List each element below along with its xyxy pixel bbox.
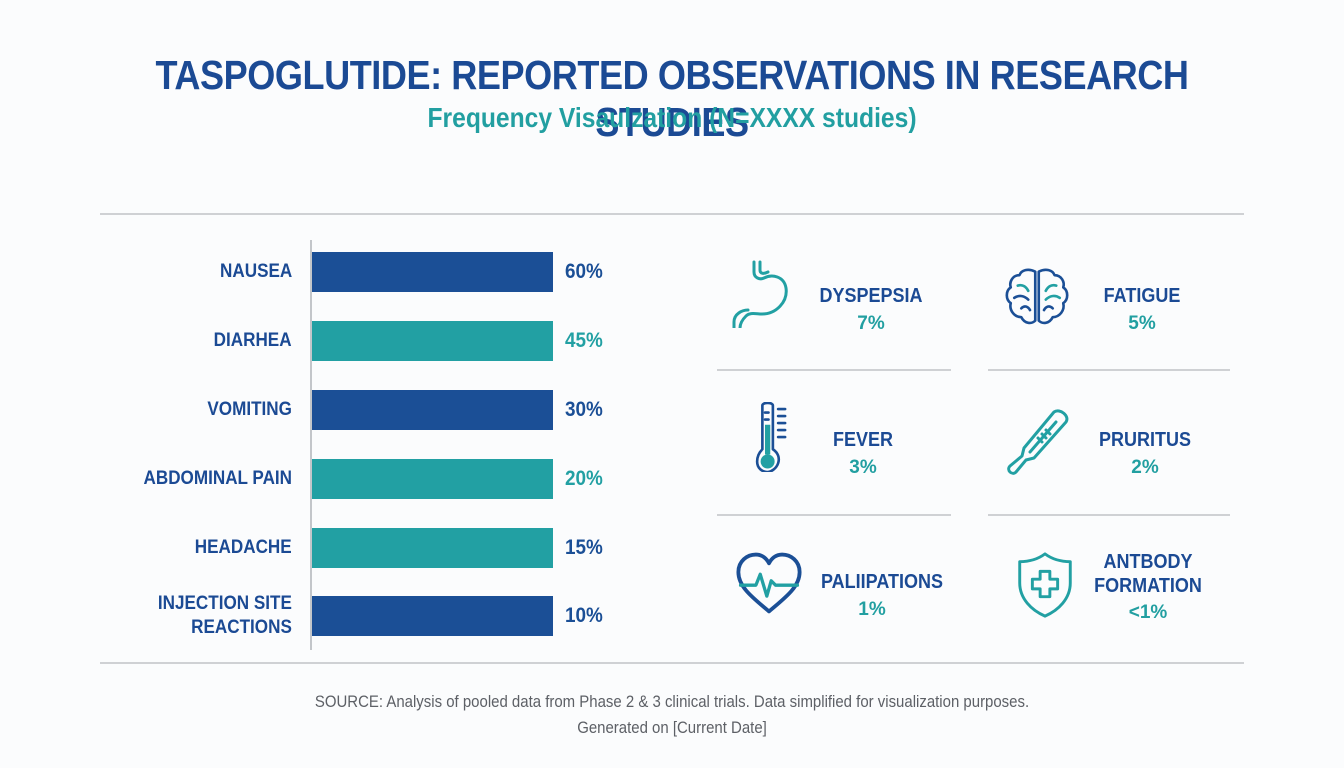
card-divider [717, 514, 951, 516]
bar-category-label-line: DIARHEA [214, 330, 292, 351]
bar-category-label-line: ABDOMINAL PAIN [143, 468, 292, 489]
bar-category-label-line: INJECTION SITE [158, 593, 292, 614]
shield-cross-icon [1018, 552, 1072, 618]
bar-category-label: VOMITING [207, 398, 292, 422]
bar-category-label: ABDOMINAL PAIN [143, 467, 292, 491]
observation-name: PALIIPATIONS [820, 571, 944, 593]
observation-value: <1% [1128, 602, 1168, 623]
bar-value-label: 10% [565, 604, 603, 627]
card-divider [988, 369, 1230, 371]
page-subtitle: Frequency Visaulzation (N=XXXX studies) [427, 102, 917, 133]
observation-value: 5% [1128, 313, 1156, 334]
observation-name: FEVER [832, 429, 894, 451]
bar-value-label: 15% [565, 536, 603, 559]
bar-value-label: 20% [565, 467, 603, 490]
top-divider [100, 213, 1244, 215]
footer-source: SOURCE: Analysis of pooled data from Pha… [314, 692, 1030, 711]
card-divider [988, 514, 1230, 516]
bar-category-label: HEADACHE [195, 536, 292, 560]
stomach-icon [732, 260, 788, 328]
page-title: TASPOGLUTIDE: REPORTED OBSERVATIONS IN R… [155, 52, 1189, 145]
bar [312, 459, 553, 499]
bar-category-label: DIARHEA [214, 329, 292, 353]
observation-value: 2% [1131, 457, 1159, 478]
card-divider [717, 369, 951, 371]
observation-value: 7% [857, 313, 885, 334]
observation-name-line: FORMATION [1094, 575, 1202, 597]
bar [312, 252, 553, 292]
bar [312, 596, 553, 636]
observation-name: ANTBODY FORMATION [1067, 550, 1229, 598]
observation-value: 1% [858, 599, 886, 620]
observation-value: 3% [849, 457, 877, 478]
bar [312, 321, 553, 361]
bottom-divider [100, 662, 1244, 664]
brain-icon [1005, 268, 1069, 325]
bar-value-label: 45% [565, 329, 603, 352]
clinical-thermometer-icon [1007, 409, 1069, 475]
observation-name-line: ANTBODY [1103, 551, 1193, 573]
thermometer-icon [755, 402, 787, 472]
observation-name: DYSPEPSIA [819, 285, 923, 307]
footer-generated-date: Generated on [Current Date] [577, 718, 767, 737]
bar-category-label: INJECTION SITE REACTIONS [158, 592, 292, 640]
observation-name: PRURITUS [1098, 429, 1191, 451]
bar [312, 390, 553, 430]
observation-name: FATIGUE [1103, 285, 1181, 307]
bar-category-label-line: NAUSEA [219, 261, 292, 282]
bar-value-label: 30% [565, 398, 603, 421]
bar-category-label-line: VOMITING [207, 399, 292, 420]
bar-category-label-line: REACTIONS [191, 617, 292, 638]
bar-chart-axis [310, 240, 312, 650]
bar-category-label-line: HEADACHE [195, 537, 292, 558]
bar-value-label: 60% [565, 260, 603, 283]
bar-category-label: NAUSEA [220, 260, 292, 284]
bar [312, 528, 553, 568]
heart-pulse-icon [736, 552, 802, 614]
